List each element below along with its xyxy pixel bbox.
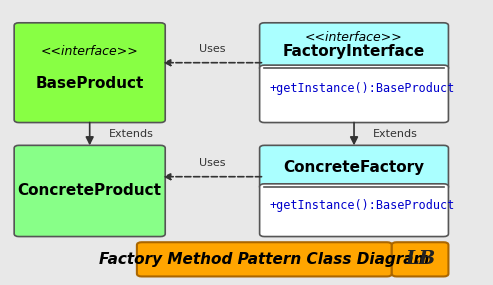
Text: <<interface>>: <<interface>> xyxy=(305,31,403,44)
Text: <<interface>>: <<interface>> xyxy=(41,46,139,58)
Text: +getInstance():BaseProduct: +getInstance():BaseProduct xyxy=(269,82,455,95)
Text: LB: LB xyxy=(405,250,435,268)
Text: +getInstance():BaseProduct: +getInstance():BaseProduct xyxy=(269,199,455,212)
FancyBboxPatch shape xyxy=(14,23,165,123)
Text: Extends: Extends xyxy=(108,129,153,139)
Text: Uses: Uses xyxy=(199,44,226,54)
FancyBboxPatch shape xyxy=(260,65,449,123)
Text: BaseProduct: BaseProduct xyxy=(35,76,144,91)
FancyBboxPatch shape xyxy=(392,242,449,276)
Text: Factory Method Pattern Class Diagram: Factory Method Pattern Class Diagram xyxy=(99,252,429,267)
FancyBboxPatch shape xyxy=(260,145,449,190)
Text: ConcreteProduct: ConcreteProduct xyxy=(18,184,162,198)
Text: FactoryInterface: FactoryInterface xyxy=(283,44,425,59)
Text: ConcreteFactory: ConcreteFactory xyxy=(283,160,424,175)
FancyBboxPatch shape xyxy=(260,23,449,71)
Text: Extends: Extends xyxy=(373,129,418,139)
FancyBboxPatch shape xyxy=(14,145,165,237)
FancyBboxPatch shape xyxy=(137,242,392,276)
FancyBboxPatch shape xyxy=(260,184,449,237)
Text: Uses: Uses xyxy=(199,158,226,168)
